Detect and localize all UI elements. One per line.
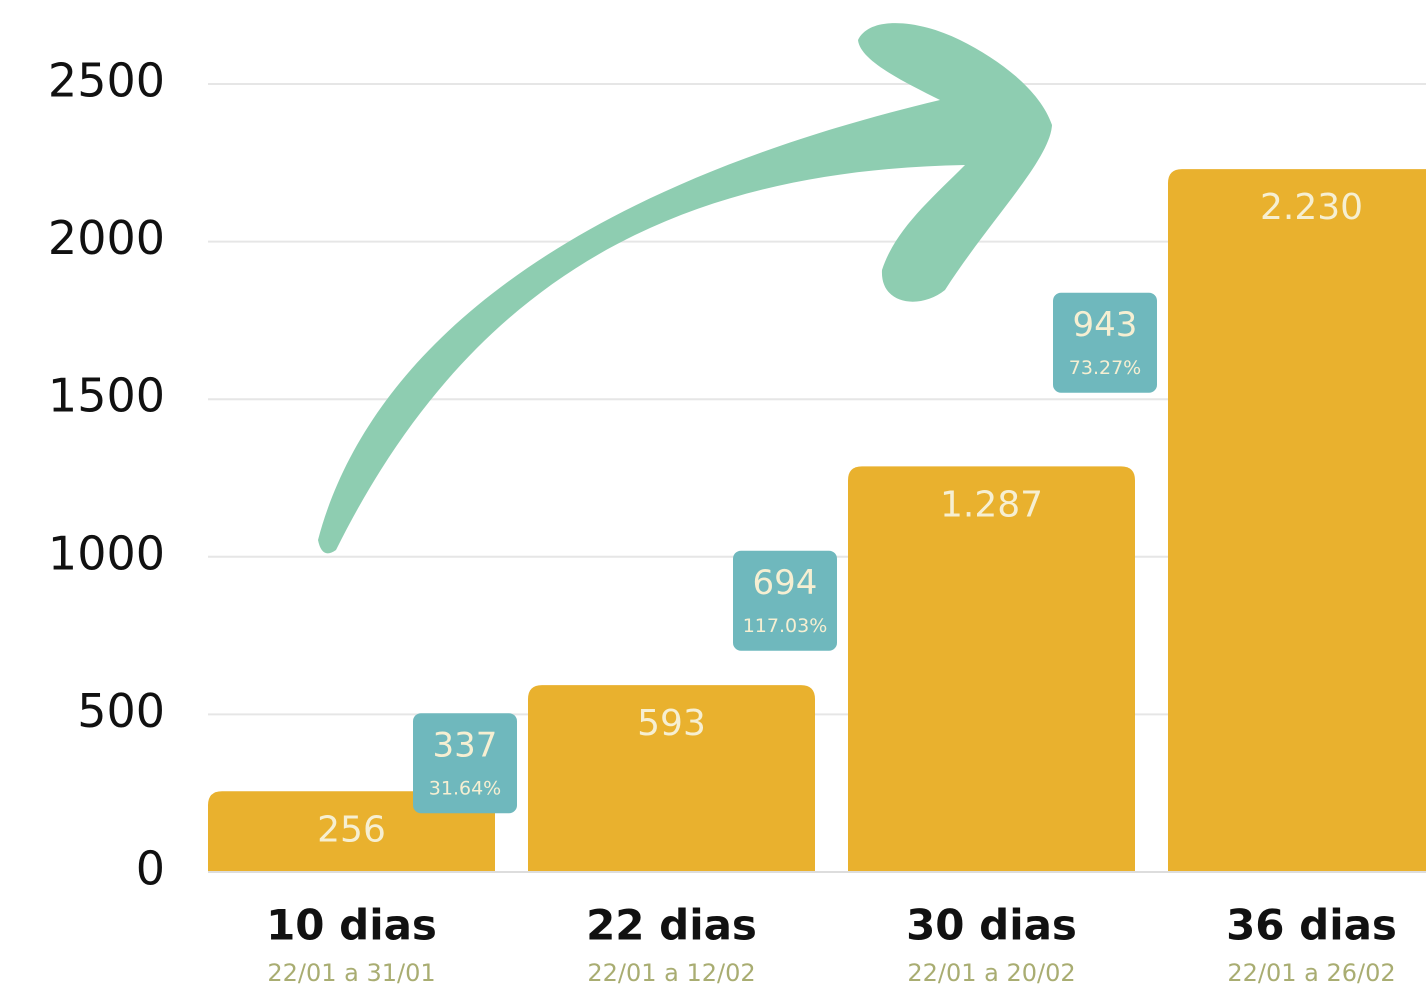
x-tick-label: 22 dias [586,901,757,950]
x-tick-label: 36 dias [1226,901,1397,950]
y-tick-label: 2000 [48,211,165,265]
date-range: 22/01 a 26/02 [1227,959,1395,987]
y-tick-label: 0 [136,842,165,896]
value-label: 256 [317,809,386,850]
value-label: 2.230 [1260,187,1363,228]
bar [1168,169,1426,872]
chart: 0 500 1000 1500 2000 2500 256 10 dias 22/01 a 31… [0,0,1426,990]
y-tick-label: 500 [77,684,165,738]
date-range: 22/01 a 31/01 [267,959,435,987]
date-range: 22/01 a 20/02 [907,959,1075,987]
increase-value: 943 [1073,305,1138,345]
bar [848,466,1135,872]
increase-percent: 73.27% [1069,357,1141,379]
y-tick-label: 2500 [48,54,165,108]
y-tick-label: 1000 [48,526,165,580]
x-tick-label: 10 dias [266,901,437,950]
date-range: 22/01 a 12/02 [587,959,755,987]
increase-value: 694 [753,563,818,603]
value-label: 593 [637,703,706,744]
increase-percent: 31.64% [429,778,501,800]
y-tick-label: 1500 [48,369,165,423]
value-label: 1.287 [940,484,1043,525]
page: 0 500 1000 1500 2000 2500 256 10 dias 22/01 a 31… [0,0,1426,990]
x-tick-label: 30 dias [906,901,1077,950]
increase-value: 337 [433,726,498,766]
increase-percent: 117.03% [743,615,828,637]
